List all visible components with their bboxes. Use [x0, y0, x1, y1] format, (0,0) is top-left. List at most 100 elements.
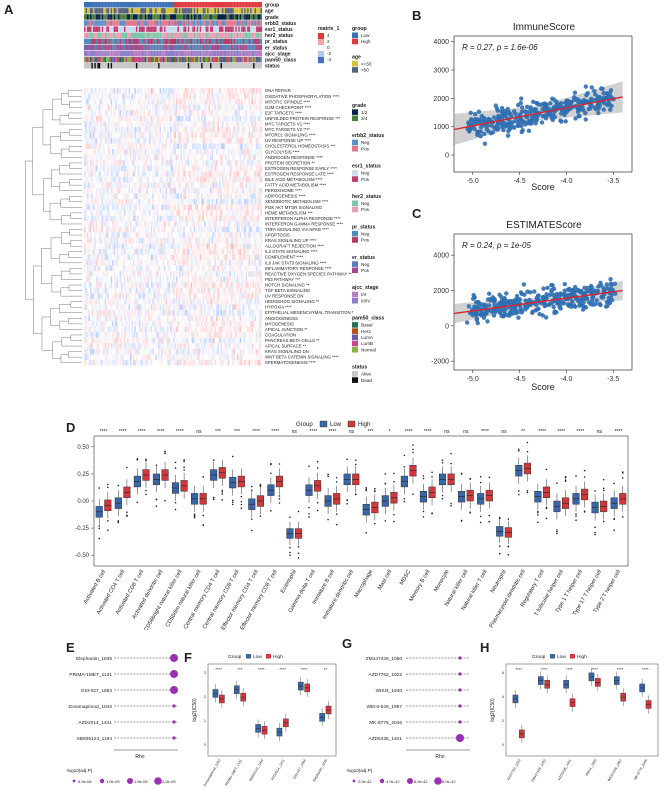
heatmap-cell [204, 187, 206, 194]
heatmap-cell [168, 176, 171, 183]
annotation-cell [158, 44, 160, 51]
heatmap-cell [113, 104, 116, 111]
heatmap-cell [95, 110, 98, 116]
heatmap-cell [110, 248, 113, 255]
annotation-cell [175, 32, 178, 38]
heatmap-cell [177, 121, 179, 127]
heatmap-cell [155, 154, 157, 161]
heatmap-cell [94, 215, 96, 222]
heatmap-cell [226, 182, 228, 188]
annotation-cell [84, 8, 86, 14]
annotation-cell [196, 26, 199, 32]
annotation-cell [257, 38, 260, 45]
heatmap-cell [223, 193, 225, 200]
annotation-cell [122, 32, 125, 38]
heatmap-cell [170, 187, 172, 194]
heatmap-cell [110, 243, 113, 249]
annotation-cell [137, 38, 139, 45]
heatmap-cell [127, 115, 129, 122]
heatmap-cell [168, 137, 171, 144]
heatmap-cell [247, 137, 249, 144]
heatmap-cell [196, 176, 199, 183]
annotation-cell [207, 20, 209, 26]
annotation-cell [97, 14, 99, 20]
heatmap-cell [221, 88, 224, 94]
heatmap-cell [103, 126, 105, 133]
heatmap-cell [168, 215, 171, 222]
heatmap-cell [229, 132, 231, 138]
annotation-cell [241, 44, 243, 51]
annotation-cell [223, 50, 225, 57]
annotation-cell [124, 44, 126, 51]
heatmap-cell [214, 232, 217, 238]
heatmap-cell [161, 154, 163, 161]
heatmap-cell [175, 199, 178, 205]
heatmap-cell [226, 193, 228, 200]
heatmap-cell [104, 137, 107, 144]
annotation-cell [204, 8, 206, 14]
annotation-cell [109, 38, 111, 45]
heatmap-cell [198, 176, 200, 183]
heatmap-cell [100, 210, 102, 216]
heatmap-cell [226, 243, 228, 249]
annotation-cell [110, 38, 113, 45]
annotation-cell [94, 38, 96, 45]
heatmap-cell [199, 226, 202, 233]
heatmap-cell [100, 171, 102, 177]
heatmap-cell [86, 154, 89, 161]
heatmap-cell [92, 248, 95, 255]
heatmap-cell [122, 93, 125, 100]
heatmap-cell [183, 221, 185, 227]
heatmap-cell [100, 149, 102, 155]
heatmap-cell [115, 210, 117, 216]
annotation-cell [178, 2, 181, 8]
heatmap-cell [165, 110, 168, 116]
heatmap-cell [184, 221, 187, 227]
heatmap-cell [113, 204, 116, 211]
heatmap-cell [156, 243, 159, 249]
heatmap-cell [94, 187, 96, 194]
heatmap-cell [238, 132, 240, 138]
annotation-cell [143, 2, 145, 8]
heatmap-cell [88, 248, 90, 255]
annotation-cell [147, 32, 150, 38]
heatmap-cell [150, 182, 153, 188]
annotation-cell [110, 2, 113, 8]
annotation-cell [152, 44, 154, 51]
heatmap-cell [124, 154, 126, 161]
annotation-cell [94, 26, 96, 32]
heatmap-cell [254, 143, 257, 150]
heatmap-cell [118, 226, 120, 233]
annotation-cell [153, 14, 156, 20]
heatmap-cell [175, 176, 178, 183]
heatmap-cell [156, 99, 159, 105]
heatmap-cell [251, 221, 254, 227]
annotation-cell [245, 63, 248, 69]
heatmap-cell [161, 226, 163, 233]
annotation-cell [241, 38, 243, 45]
annotation-cell [101, 50, 104, 57]
annotation-cell [129, 14, 132, 20]
heatmap-cell [236, 132, 239, 138]
annotation-cell [195, 8, 197, 14]
annotation-cell [131, 2, 133, 8]
heatmap-cell [198, 160, 200, 166]
heatmap-cell [124, 104, 126, 111]
heatmap-cell [208, 99, 211, 105]
heatmap-cell [107, 143, 110, 150]
annotation-cell [190, 56, 193, 63]
heatmap-cell [181, 88, 184, 94]
heatmap-cell [162, 210, 165, 216]
heatmap-cell [177, 248, 179, 255]
heatmap-cell [149, 104, 151, 111]
annotation-cell [181, 44, 184, 51]
heatmap-cell [95, 132, 98, 138]
heatmap-cell [106, 132, 108, 138]
annotation-cell [213, 2, 215, 8]
annotation-cell [86, 56, 89, 63]
heatmap-cell [211, 232, 214, 238]
heatmap-cell [95, 149, 98, 155]
annotation-cell [254, 32, 257, 38]
heatmap-cell [92, 254, 95, 261]
heatmap-cell [227, 132, 230, 138]
